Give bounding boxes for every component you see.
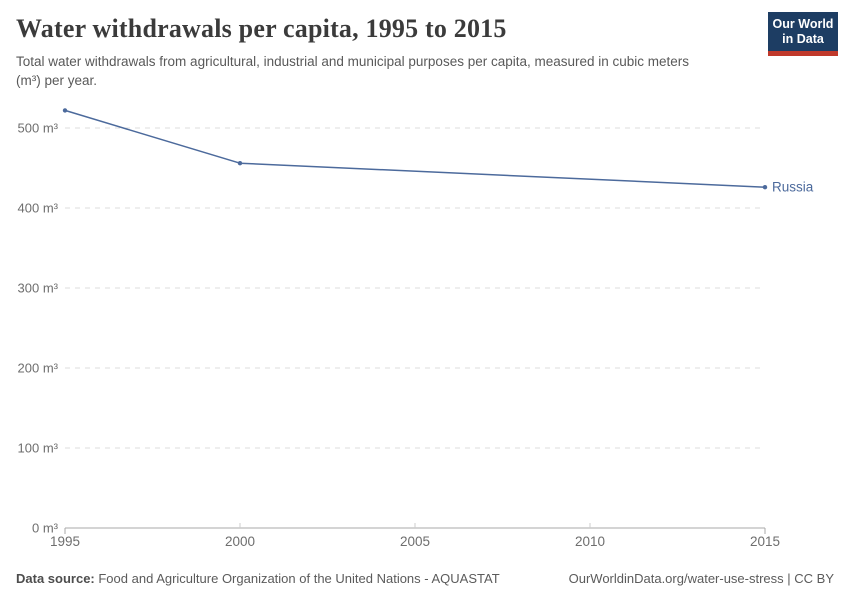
owid-logo-text: Our World in Data [768, 12, 838, 51]
data-source-text: Food and Agriculture Organization of the… [94, 571, 500, 586]
y-tick-label: 100 m³ [18, 441, 59, 456]
y-tick-label: 0 m³ [32, 521, 59, 536]
x-tick-label: 2000 [225, 534, 255, 549]
data-line-russia [64, 109, 766, 188]
owid-logo: Our World in Data [768, 12, 838, 56]
data-source-label: Data source: [16, 571, 95, 586]
data-point [762, 185, 768, 190]
footer-link[interactable]: OurWorldinData.org/water-use-stress | CC… [568, 571, 834, 586]
data-source: Data source: Food and Agriculture Organi… [16, 571, 500, 586]
y-tick-label: 400 m³ [18, 201, 59, 216]
chart-title: Water withdrawals per capita, 1995 to 20… [16, 14, 507, 43]
chart-footer: Data source: Food and Agriculture Organi… [16, 571, 834, 586]
x-tick-label: 1995 [50, 534, 80, 549]
x-tick-label: 2015 [750, 534, 780, 549]
y-tick-label: 200 m³ [18, 361, 59, 376]
y-tick-label: 500 m³ [18, 121, 59, 136]
chart-subtitle: Total water withdrawals from agricultura… [16, 54, 690, 88]
x-tick-label: 2005 [400, 534, 430, 549]
owid-logo-underline [768, 51, 838, 56]
data-point [62, 108, 68, 113]
data-point [237, 161, 243, 166]
x-tick-label: 2010 [575, 534, 605, 549]
entity-label: Russia [772, 180, 814, 195]
y-tick-label: 300 m³ [18, 281, 59, 296]
